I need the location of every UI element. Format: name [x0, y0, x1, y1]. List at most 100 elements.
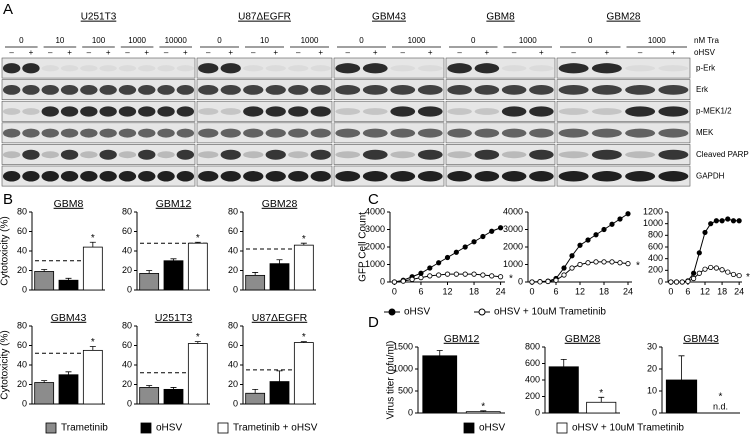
- y-tick-label: 60: [17, 226, 27, 236]
- blot-band: [198, 108, 219, 115]
- chart-title: U87ΔEGFR: [252, 312, 308, 324]
- data-point: [489, 273, 495, 279]
- y-tick-label: 0: [652, 407, 657, 417]
- blot-band: [310, 65, 331, 72]
- blot-band: [243, 65, 264, 72]
- significance-mark: *: [599, 388, 603, 399]
- blot-band: [220, 128, 241, 138]
- blot-band: [198, 63, 219, 74]
- y-tick-label: 80: [17, 206, 27, 216]
- sign-label: –: [296, 48, 301, 57]
- legend-swatch: [556, 422, 568, 434]
- blot-band: [362, 85, 388, 95]
- data-point: [453, 249, 459, 255]
- data-point: [736, 272, 742, 279]
- data-point: [585, 260, 591, 266]
- sign-label: +: [29, 48, 34, 57]
- blot-band: [335, 85, 361, 95]
- blot-band: [220, 63, 241, 74]
- blot-band: [138, 85, 156, 95]
- blot-band: [41, 171, 59, 182]
- blot-band: [417, 149, 443, 160]
- sign-label: –: [457, 48, 462, 57]
- blot-band: [176, 106, 195, 117]
- blot-band: [265, 171, 286, 182]
- blot-strip: [445, 100, 556, 122]
- blot-band: [501, 128, 527, 138]
- blot-band: [99, 106, 117, 117]
- data-point: [480, 272, 486, 278]
- sign-label: +: [67, 48, 72, 57]
- bar: [293, 342, 314, 405]
- y-tick-label: 0: [22, 284, 27, 294]
- sign-label: +: [485, 48, 490, 57]
- blot-band: [529, 128, 554, 138]
- blot-band: [265, 85, 286, 95]
- blot-band: [288, 65, 309, 72]
- blot-band: [176, 65, 195, 72]
- bar: [139, 387, 160, 405]
- data-point: [471, 239, 477, 245]
- significance-mark: *: [302, 234, 306, 245]
- data-point: [436, 260, 442, 266]
- data-point: [489, 228, 495, 234]
- blot-band: [529, 65, 554, 72]
- blot-band: [118, 171, 137, 182]
- blot-band: [157, 171, 175, 182]
- y-tick-label: 80: [122, 206, 132, 216]
- blot-band: [625, 85, 656, 95]
- y-tick-label: 40: [17, 245, 27, 255]
- error-bar: [300, 341, 307, 343]
- sign-label: –: [164, 48, 169, 57]
- data-point: [702, 266, 708, 272]
- blot-band: [99, 85, 117, 95]
- blot-band: [658, 171, 689, 182]
- blot-strip: [556, 57, 691, 79]
- blot-band: [198, 128, 219, 138]
- panel-label: B: [3, 191, 13, 208]
- legend-swatch: [45, 422, 57, 434]
- blot-band: [80, 85, 98, 95]
- data-point: [444, 254, 451, 261]
- bar: [245, 274, 266, 291]
- x-tick-label: 12: [442, 286, 452, 296]
- y-tick-label: 0: [22, 398, 27, 408]
- bar: [665, 379, 698, 414]
- bar: [163, 388, 184, 405]
- y-tick-label: 3000: [503, 224, 523, 234]
- bar: [586, 401, 617, 414]
- blot-strip: [1, 122, 196, 144]
- bar: [293, 244, 314, 291]
- data-point: [418, 270, 424, 276]
- dose-label: 1000: [648, 36, 666, 45]
- blot-band: [474, 85, 500, 95]
- blot-band: [288, 171, 309, 182]
- blot-band: [658, 149, 689, 160]
- blot-band: [176, 128, 195, 138]
- data-point: [719, 267, 725, 273]
- sign-label: +: [373, 48, 378, 57]
- data-point: [569, 265, 575, 271]
- chart-title: GBM43: [683, 333, 719, 345]
- blot-band: [288, 128, 309, 138]
- blot-band: [447, 128, 472, 138]
- blot-band: [390, 171, 416, 182]
- x-tick-label: 12: [700, 286, 710, 296]
- sign-label: +: [671, 48, 676, 57]
- data-point: [609, 221, 615, 227]
- blot-band: [625, 106, 656, 117]
- blot-band: [558, 63, 589, 74]
- cell-line-label: U251T3: [81, 12, 117, 23]
- blot-band: [558, 151, 589, 159]
- data-point: [617, 260, 623, 266]
- error-bar: [194, 341, 201, 344]
- blot-band: [310, 149, 331, 160]
- data-point: [444, 271, 451, 277]
- y-tick-label: 0: [233, 398, 238, 408]
- blot-strip: [333, 100, 445, 122]
- dose-label: 0: [19, 36, 24, 45]
- blot-band: [118, 151, 137, 159]
- significance-mark: *: [196, 332, 200, 343]
- y-tick-label: 40: [122, 359, 132, 369]
- data-point: [497, 274, 504, 280]
